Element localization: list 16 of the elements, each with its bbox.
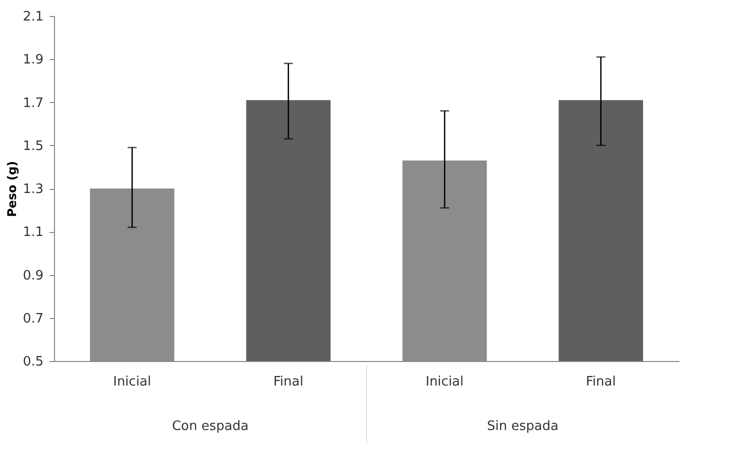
x-tick-label: Inicial [113, 374, 152, 390]
x-tick-label: Final [273, 374, 304, 390]
text: Sin espada [487, 419, 558, 434]
y-tick-label: 1.7 [22, 96, 44, 111]
y-tick-label: 0.7 [22, 311, 44, 326]
y-tick-label: 1.1 [22, 225, 44, 240]
y-tick-label: 1.3 [22, 182, 44, 197]
y-tick-label: 1.5 [22, 138, 44, 154]
y-tick-label: 0.9 [22, 268, 44, 284]
text: Con espada [172, 419, 249, 434]
x-tick-label: Final [586, 374, 616, 390]
y-tick-label: 1.9 [22, 52, 44, 68]
x-tick-label: Inicial [426, 374, 464, 390]
y-axis-title: Peso (g) [4, 160, 19, 218]
y-tick-label: 2.1 [22, 10, 44, 24]
y-tick-label: 0.5 [22, 354, 44, 370]
